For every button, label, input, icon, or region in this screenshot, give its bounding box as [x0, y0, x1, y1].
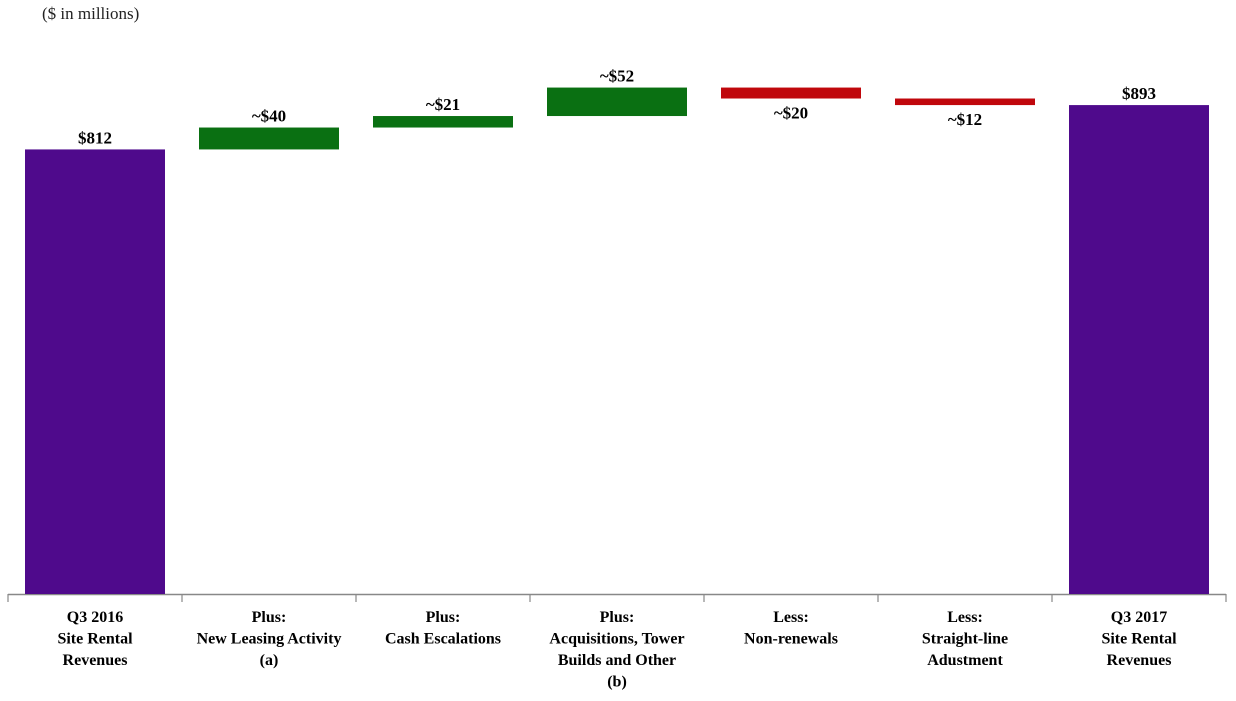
category-label: Straight-line — [922, 631, 1008, 648]
units-note: ($ in millions) — [42, 4, 140, 23]
category-label: Adustment — [927, 652, 1003, 669]
value-label: ~$12 — [948, 110, 982, 129]
waterfall-bar — [199, 127, 339, 150]
category-label: Revenues — [63, 652, 128, 669]
category-label: Cash Escalations — [385, 631, 501, 648]
category-label: Plus: — [600, 609, 635, 626]
category-label: Acquisitions, Tower — [549, 631, 684, 648]
category-label: Plus: — [426, 609, 461, 626]
category-label: Q3 2017 — [1111, 609, 1167, 626]
value-label: $812 — [78, 128, 112, 147]
category-label: Less: — [947, 609, 983, 626]
waterfall-bar — [373, 116, 513, 128]
value-label: ~$21 — [426, 95, 460, 114]
value-label: ~$20 — [774, 104, 808, 123]
waterfall-bar — [895, 98, 1035, 106]
waterfall-bar — [1069, 105, 1209, 595]
waterfall-bar — [547, 87, 687, 117]
category-label: Non-renewals — [744, 631, 838, 648]
value-label: ~$52 — [600, 67, 634, 86]
waterfall-bar — [25, 149, 165, 594]
category-label: Site Rental — [1101, 631, 1177, 648]
category-label: Plus: — [252, 609, 287, 626]
category-label: Builds and Other — [558, 652, 676, 669]
category-label: Site Rental — [57, 631, 133, 648]
category-label: (a) — [260, 652, 279, 669]
category-label: New Leasing Activity — [197, 631, 342, 648]
value-label: $893 — [1122, 84, 1156, 103]
category-label: Revenues — [1107, 652, 1172, 669]
category-label: (b) — [607, 674, 627, 691]
value-label: ~$40 — [252, 107, 286, 126]
category-label: Q3 2016 — [67, 609, 123, 626]
category-label: Less: — [773, 609, 809, 626]
waterfall-bar — [721, 87, 861, 99]
